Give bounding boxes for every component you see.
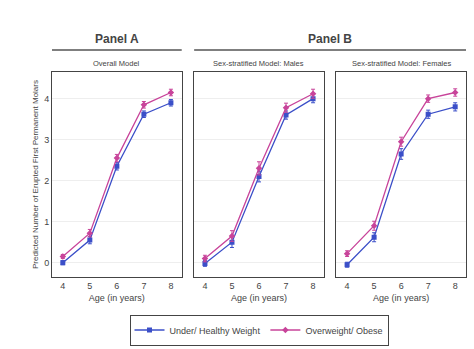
svg-text:Overall Model: Overall Model <box>93 59 140 68</box>
svg-text:5: 5 <box>229 281 234 291</box>
svg-text:Sex-stratified Model: Females: Sex-stratified Model: Females <box>352 59 451 68</box>
svg-text:7: 7 <box>141 281 146 291</box>
svg-text:Age (in years): Age (in years) <box>373 293 429 303</box>
svg-text:0: 0 <box>44 258 49 268</box>
svg-text:3: 3 <box>44 135 49 145</box>
svg-text:7: 7 <box>426 281 431 291</box>
svg-text:Panel B: Panel B <box>308 32 352 46</box>
svg-text:Sex-stratified Model: Males: Sex-stratified Model: Males <box>213 59 304 68</box>
svg-text:1: 1 <box>44 217 49 227</box>
svg-text:Overweight/ Obese: Overweight/ Obese <box>305 326 382 336</box>
svg-text:6: 6 <box>399 281 404 291</box>
svg-text:4: 4 <box>60 281 65 291</box>
svg-text:7: 7 <box>284 281 289 291</box>
svg-text:Panel A: Panel A <box>95 32 139 46</box>
svg-text:Under/ Healthy Weight: Under/ Healthy Weight <box>170 326 261 336</box>
svg-text:5: 5 <box>87 281 92 291</box>
svg-text:Predicted Number of Erupted Fi: Predicted Number of Erupted First Perman… <box>31 80 40 269</box>
svg-text:8: 8 <box>168 281 173 291</box>
svg-text:8: 8 <box>453 281 458 291</box>
svg-text:8: 8 <box>311 281 316 291</box>
svg-text:Age (in years): Age (in years) <box>89 293 145 303</box>
svg-text:6: 6 <box>114 281 119 291</box>
svg-text:Age (in years): Age (in years) <box>231 293 287 303</box>
svg-text:4: 4 <box>44 94 49 104</box>
svg-text:4: 4 <box>202 281 207 291</box>
svg-text:4: 4 <box>345 281 350 291</box>
svg-text:5: 5 <box>372 281 377 291</box>
svg-text:2: 2 <box>44 176 49 186</box>
svg-text:6: 6 <box>256 281 261 291</box>
